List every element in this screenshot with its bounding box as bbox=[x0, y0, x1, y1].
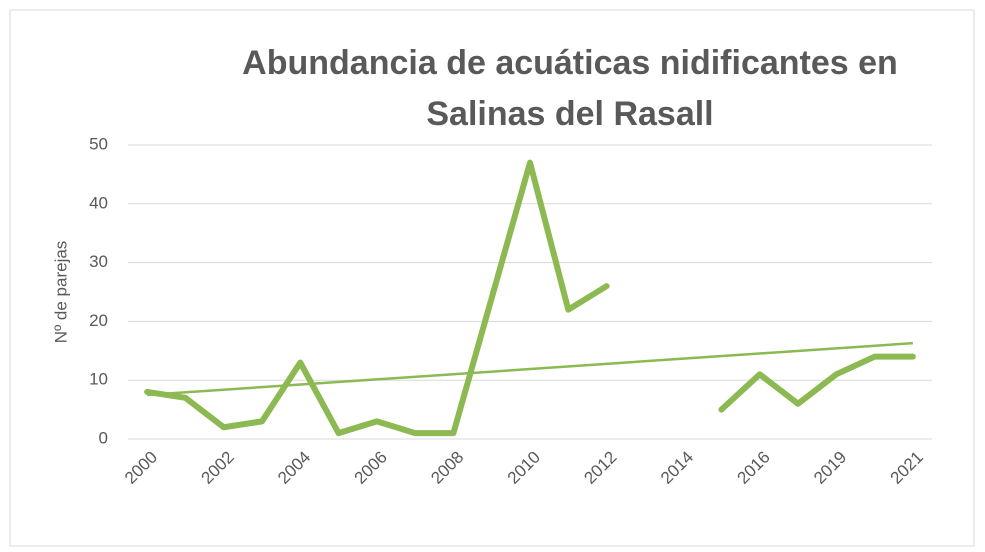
y-tick-label: 50 bbox=[89, 134, 108, 153]
trendline bbox=[147, 341, 913, 397]
chart-border bbox=[9, 9, 975, 547]
y-tick-label: 10 bbox=[89, 370, 108, 389]
y-axis-label: Nº de parejas bbox=[51, 241, 70, 344]
chart-title: Salinas del Rasall bbox=[426, 95, 713, 133]
y-tick-label: 30 bbox=[89, 252, 108, 271]
y-tick-label: 20 bbox=[89, 311, 108, 330]
y-tick-label: 0 bbox=[99, 428, 108, 447]
line bbox=[718, 353, 916, 413]
line bbox=[144, 159, 610, 437]
y-tick-label: 40 bbox=[89, 193, 108, 212]
chart-title: Abundancia de acuáticas nidificantes en bbox=[242, 44, 898, 82]
